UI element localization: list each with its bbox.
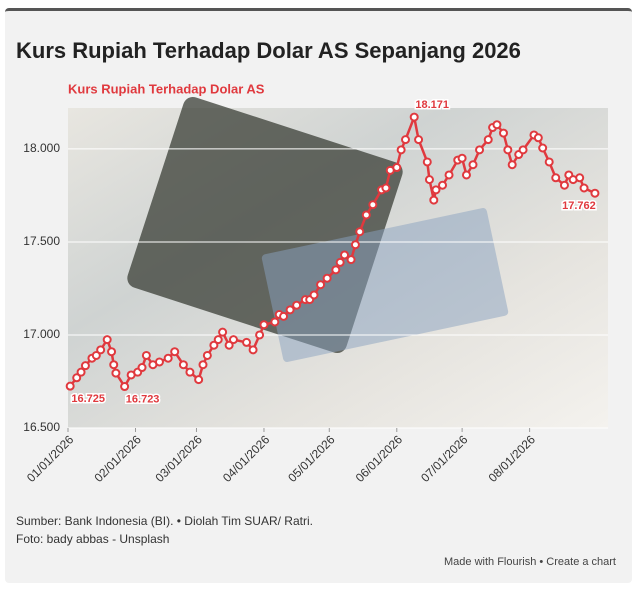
point bbox=[76, 367, 86, 377]
point bbox=[109, 360, 119, 370]
photo-credit: Foto: bady abbas - Unsplash bbox=[16, 532, 169, 546]
point bbox=[242, 337, 252, 347]
point bbox=[185, 367, 195, 377]
point bbox=[483, 135, 493, 145]
x-tick-label: 06/01/2026 bbox=[353, 432, 406, 485]
y-tick-label: 18.000 bbox=[23, 141, 60, 155]
y-tick-label: 17.000 bbox=[23, 327, 60, 341]
point bbox=[468, 160, 478, 170]
point bbox=[72, 373, 82, 383]
point bbox=[228, 335, 238, 345]
point bbox=[381, 183, 391, 193]
point bbox=[224, 340, 234, 350]
point bbox=[431, 185, 441, 195]
point bbox=[80, 361, 90, 371]
point bbox=[355, 227, 365, 237]
point bbox=[194, 375, 204, 385]
point bbox=[350, 240, 360, 250]
point bbox=[102, 335, 112, 345]
point bbox=[120, 382, 130, 392]
point bbox=[255, 330, 265, 340]
point bbox=[259, 320, 269, 330]
point bbox=[202, 350, 212, 360]
point bbox=[198, 360, 208, 370]
point bbox=[492, 120, 502, 130]
point bbox=[538, 143, 548, 153]
point bbox=[248, 345, 258, 355]
y-tick-label: 17.500 bbox=[23, 234, 60, 248]
x-tick-label: 02/01/2026 bbox=[91, 432, 144, 485]
x-tick-label: 01/01/2026 bbox=[24, 432, 77, 485]
point bbox=[218, 327, 228, 337]
point bbox=[141, 350, 151, 360]
point bbox=[322, 273, 332, 283]
value-label: 18.171 bbox=[415, 99, 449, 111]
point bbox=[285, 305, 295, 315]
point bbox=[163, 353, 173, 363]
value-label: 16.725 bbox=[71, 393, 105, 405]
x-tick-label: 03/01/2026 bbox=[152, 432, 205, 485]
chart-subtitle: Kurs Rupiah Terhadap Dolar AS bbox=[68, 81, 265, 96]
point bbox=[544, 157, 554, 167]
point bbox=[475, 145, 485, 155]
point bbox=[438, 180, 448, 190]
point bbox=[309, 290, 319, 300]
point bbox=[414, 135, 424, 145]
point bbox=[96, 345, 106, 355]
point bbox=[91, 350, 101, 360]
photo-banknote bbox=[261, 208, 509, 362]
point bbox=[422, 157, 432, 167]
point bbox=[518, 145, 528, 155]
x-tick-label: 05/01/2026 bbox=[285, 432, 338, 485]
point bbox=[396, 145, 406, 155]
point bbox=[340, 250, 350, 260]
point bbox=[279, 311, 289, 321]
source: Sumber: Bank Indonesia (BI). • Diolah Ti… bbox=[16, 514, 313, 528]
point bbox=[498, 128, 508, 138]
point bbox=[170, 347, 180, 357]
point bbox=[111, 368, 121, 378]
point bbox=[368, 200, 378, 210]
point bbox=[392, 163, 402, 173]
point bbox=[178, 360, 188, 370]
point bbox=[346, 255, 356, 265]
value-label: 17.762 bbox=[562, 200, 596, 212]
point bbox=[65, 381, 75, 391]
point bbox=[107, 347, 117, 357]
point bbox=[292, 300, 302, 310]
point bbox=[316, 280, 326, 290]
point bbox=[209, 340, 219, 350]
point bbox=[331, 265, 341, 275]
point bbox=[401, 135, 410, 145]
point bbox=[335, 257, 345, 267]
x-tick-label: 08/01/2026 bbox=[486, 432, 539, 485]
point bbox=[409, 112, 419, 122]
point bbox=[551, 173, 561, 183]
y-tick-label: 16.500 bbox=[23, 420, 60, 434]
point bbox=[361, 210, 371, 220]
x-tick-label: 04/01/2026 bbox=[220, 432, 273, 485]
point bbox=[575, 173, 585, 183]
point bbox=[503, 145, 513, 155]
point bbox=[424, 175, 434, 185]
footer[interactable]: Made with Flourish • Create a chart bbox=[444, 556, 616, 568]
point bbox=[429, 195, 439, 205]
point bbox=[213, 335, 223, 345]
point bbox=[507, 160, 517, 170]
point bbox=[137, 363, 147, 373]
point bbox=[457, 153, 467, 163]
point bbox=[444, 170, 454, 180]
point bbox=[154, 357, 164, 367]
point bbox=[533, 133, 543, 143]
point bbox=[559, 180, 569, 190]
point bbox=[461, 170, 471, 180]
point bbox=[579, 183, 589, 193]
value-label: 16.723 bbox=[126, 393, 160, 405]
chart-title: Kurs Rupiah Terhadap Dolar AS Sepanjang … bbox=[16, 38, 521, 63]
point bbox=[270, 317, 280, 327]
x-tick-label: 07/01/2026 bbox=[418, 432, 471, 485]
point bbox=[590, 188, 600, 198]
